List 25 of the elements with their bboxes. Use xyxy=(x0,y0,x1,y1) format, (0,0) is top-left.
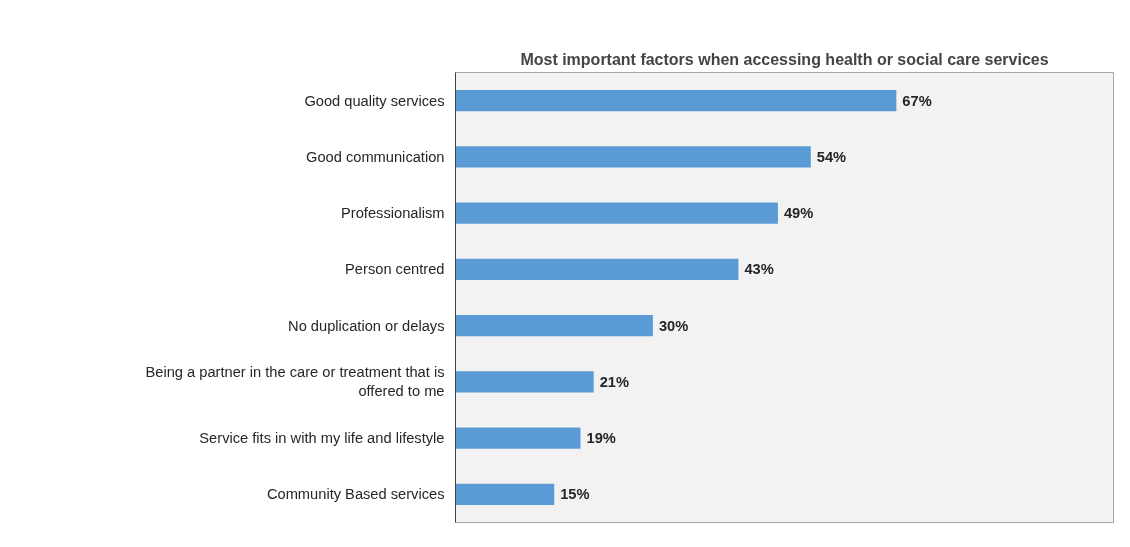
y-tick-label: Community Based services xyxy=(266,486,445,503)
bar xyxy=(455,427,581,449)
y-tick-label: Good quality services xyxy=(304,92,445,109)
y-tick-label: No duplication or delays xyxy=(288,317,445,334)
bar xyxy=(455,371,594,393)
data-label: 19% xyxy=(586,430,616,447)
data-label: 15% xyxy=(560,486,590,503)
y-tick-label: Person centred xyxy=(345,261,445,278)
bar xyxy=(455,202,778,224)
chart-title: Most important factors when accessing health or social care services xyxy=(520,50,1049,68)
data-label: 21% xyxy=(599,373,630,390)
bar xyxy=(455,258,739,281)
bar xyxy=(455,146,811,168)
data-label: 30% xyxy=(658,317,689,334)
data-label: 43% xyxy=(744,261,774,278)
bar xyxy=(455,314,653,337)
data-label: 49% xyxy=(783,205,814,222)
bar xyxy=(455,483,555,506)
data-label: 54% xyxy=(816,148,847,165)
y-tick-label: Being a partner in the care or treatment that is offered to me xyxy=(145,364,445,400)
y-tick-label: Service fits in with my life and lifestyle xyxy=(199,430,445,447)
y-tick-label: Good communication xyxy=(306,148,445,165)
y-tick-label: Professionalism xyxy=(341,205,445,222)
bar xyxy=(455,89,897,112)
data-label: 67% xyxy=(902,92,932,109)
